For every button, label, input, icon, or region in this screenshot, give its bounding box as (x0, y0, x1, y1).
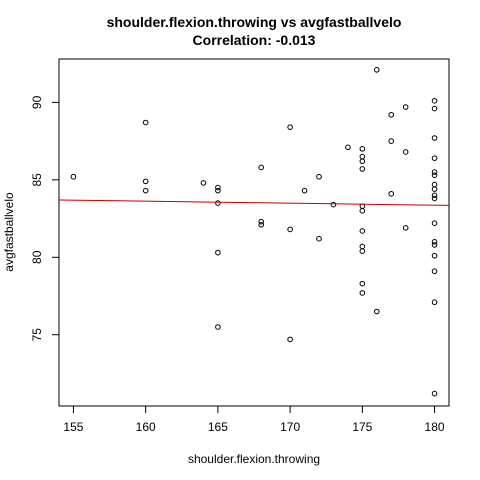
data-point (402, 149, 409, 155)
trend-line (58, 199, 450, 206)
x-axis-label: shoulder.flexion.throwing (188, 452, 320, 466)
data-point (359, 248, 366, 254)
data-point (431, 268, 438, 275)
y-tick-label: 75 (30, 328, 44, 342)
x-tick-label: 160 (136, 420, 156, 434)
data-point (431, 155, 438, 161)
data-point (316, 173, 322, 180)
chart-title: shoulder.flexion.throwing vs avgfastball… (107, 14, 402, 30)
y-axis: 75 80 85 90 (30, 95, 59, 341)
data-point (359, 146, 366, 152)
x-tick-label: 175 (352, 420, 372, 434)
data-point (431, 192, 438, 199)
data-point (70, 173, 77, 180)
data-point (431, 252, 438, 259)
y-tick-label: 85 (30, 173, 44, 187)
x-tick-label: 170 (280, 420, 300, 434)
data-point (373, 67, 380, 73)
y-axis-label: avgfastballvelo (2, 192, 16, 272)
data-point (431, 242, 438, 248)
data-point (287, 226, 293, 233)
data-point (142, 119, 149, 126)
data-point (373, 308, 380, 315)
data-point (359, 208, 366, 214)
data-point (359, 158, 366, 165)
data-point (402, 104, 409, 110)
data-point (258, 218, 265, 225)
data-point (431, 390, 438, 397)
data-point (431, 135, 438, 141)
y-tick-label: 90 (30, 95, 44, 109)
data-point (431, 299, 438, 306)
data-point (431, 169, 438, 175)
points-layer (70, 67, 438, 397)
data-point (258, 221, 265, 228)
chart-subtitle: Correlation: -0.013 (193, 32, 316, 48)
data-point (359, 166, 366, 172)
x-axis: 155 160 165 170 175 180 (63, 406, 445, 434)
data-point (345, 144, 351, 151)
data-point (359, 290, 366, 296)
data-point (388, 111, 395, 118)
data-point (431, 105, 438, 112)
data-point (359, 280, 366, 287)
x-tick-label: 165 (208, 420, 228, 434)
data-point (359, 228, 366, 234)
data-point (287, 124, 293, 130)
plot-frame (58, 58, 450, 407)
data-point (215, 200, 221, 206)
data-point (402, 225, 409, 231)
data-point (142, 178, 149, 185)
data-point (215, 324, 221, 330)
data-point (431, 172, 438, 178)
data-point (200, 180, 207, 186)
data-point (316, 235, 322, 242)
x-tick-label: 180 (425, 420, 445, 434)
data-point (388, 190, 395, 197)
data-point (431, 195, 438, 202)
data-point (388, 138, 395, 144)
data-point (431, 98, 438, 104)
data-point (258, 164, 265, 171)
data-point (431, 220, 438, 227)
data-point (431, 238, 438, 245)
data-point (330, 201, 337, 208)
x-tick-label: 155 (63, 420, 83, 434)
y-tick-label: 80 (30, 250, 44, 264)
data-point (301, 187, 308, 194)
data-point (142, 187, 149, 194)
data-point (431, 186, 438, 192)
data-point (215, 187, 221, 194)
data-point (215, 184, 221, 191)
data-point (287, 336, 293, 343)
data-point (215, 249, 221, 256)
